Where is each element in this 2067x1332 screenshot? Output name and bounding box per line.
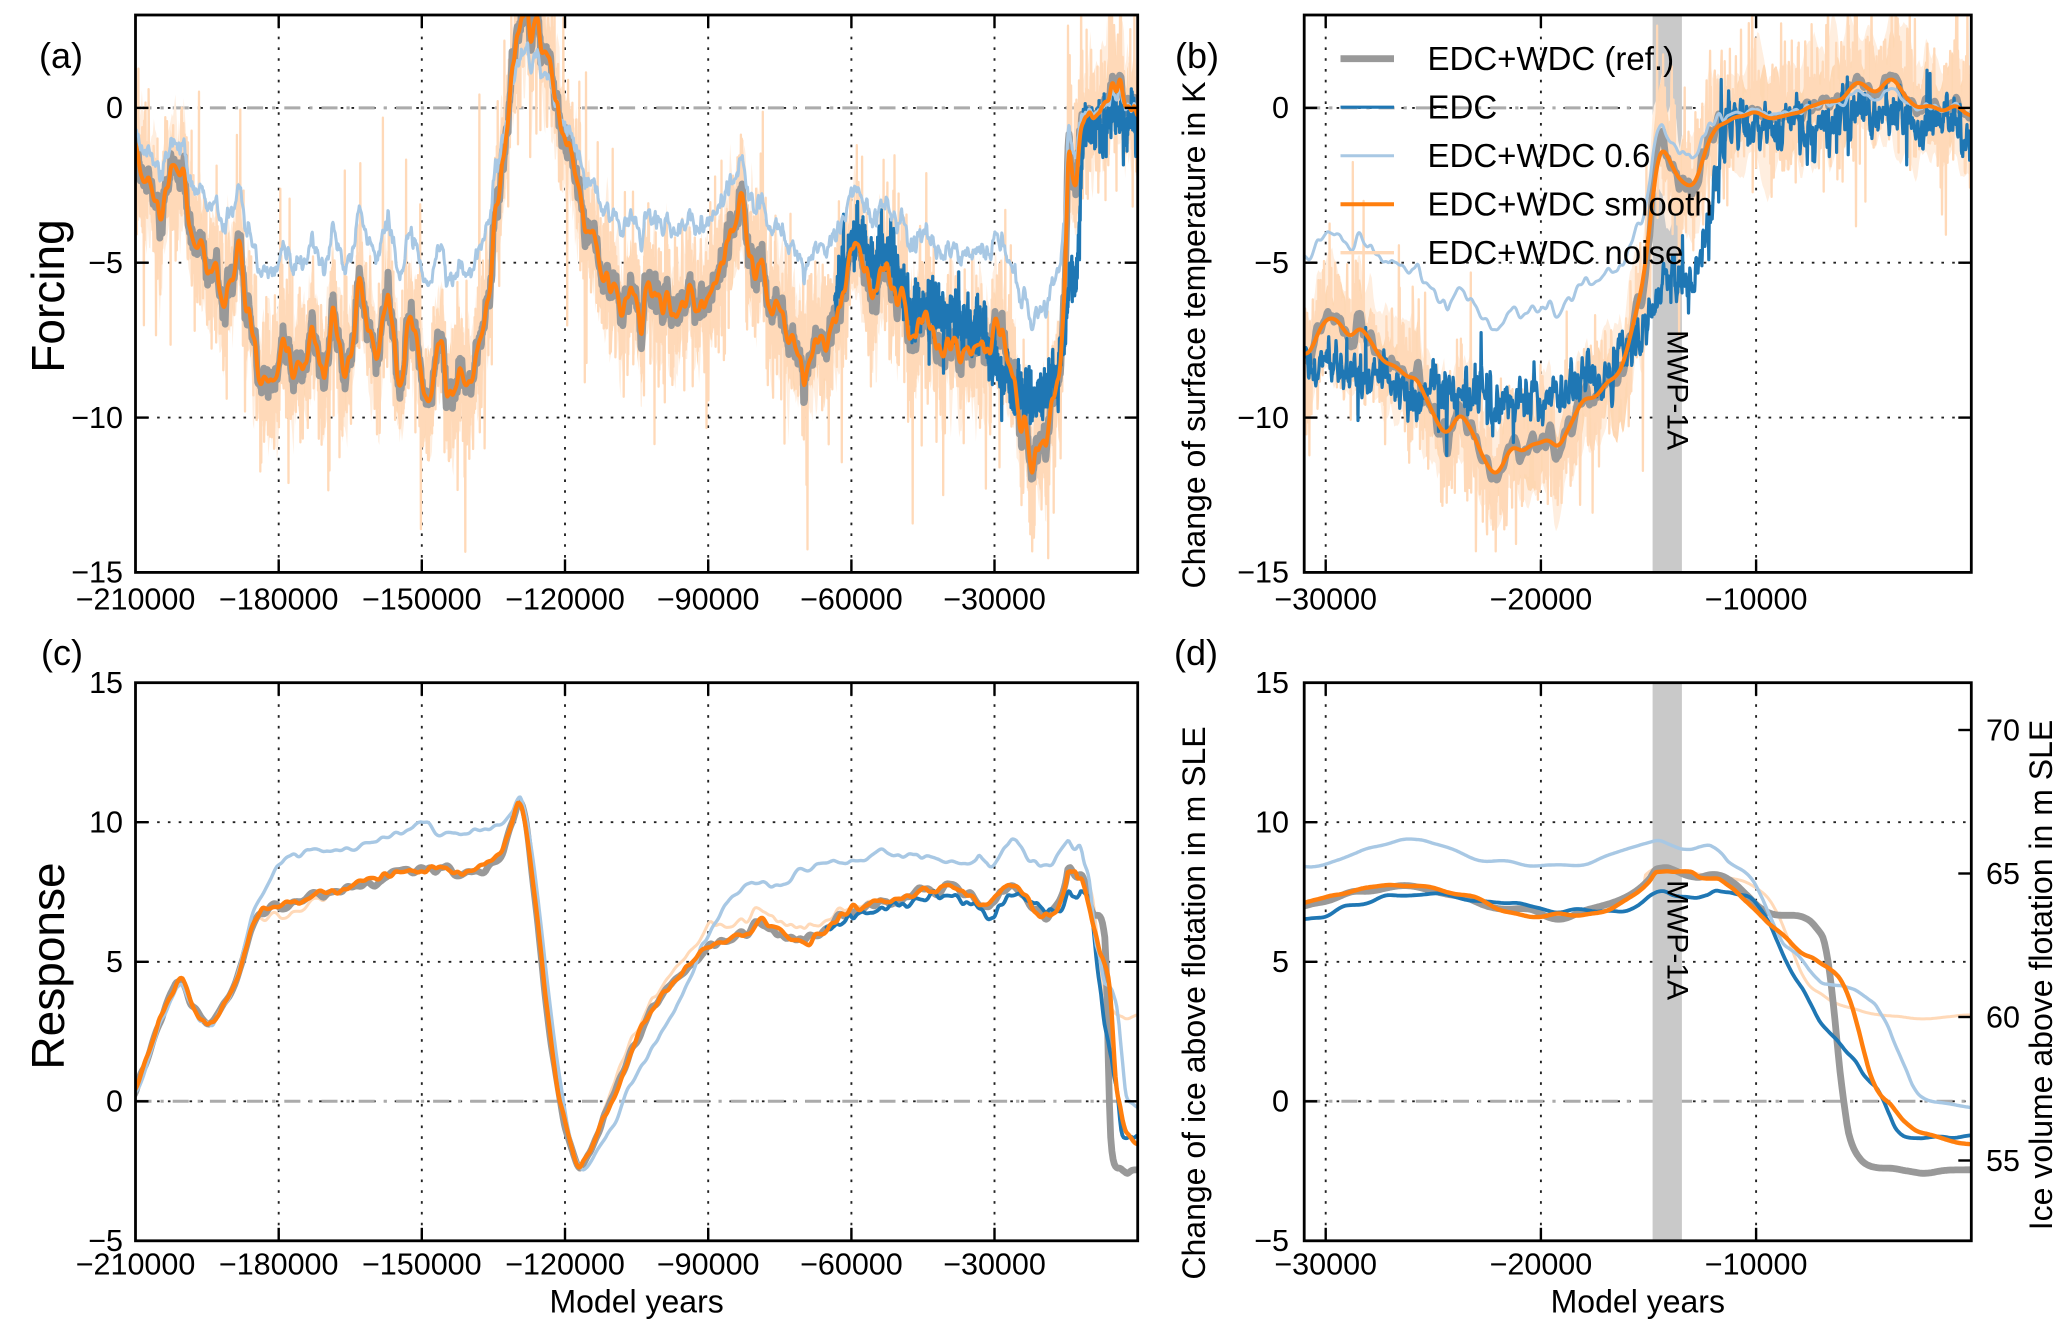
svg-text:0: 0 — [106, 1085, 123, 1119]
svg-text:−30000: −30000 — [943, 1248, 1046, 1282]
svg-text:Model years: Model years — [549, 1284, 723, 1320]
svg-text:−30000: −30000 — [1274, 583, 1377, 617]
svg-text:−20000: −20000 — [1490, 1248, 1593, 1282]
svg-text:−5: −5 — [88, 246, 123, 280]
svg-text:15: 15 — [1255, 666, 1289, 700]
svg-text:10: 10 — [89, 806, 123, 840]
svg-text:0: 0 — [1272, 91, 1289, 125]
svg-text:−90000: −90000 — [657, 583, 760, 617]
svg-text:−20000: −20000 — [1490, 583, 1593, 617]
svg-text:Response: Response — [22, 862, 74, 1069]
svg-text:Forcing: Forcing — [22, 219, 74, 372]
svg-text:−5: −5 — [1254, 1224, 1289, 1258]
svg-text:−180000: −180000 — [219, 583, 339, 617]
svg-text:EDC+WDC noise: EDC+WDC noise — [1428, 234, 1684, 271]
svg-text:10: 10 — [1255, 806, 1289, 840]
svg-text:−15: −15 — [1237, 556, 1289, 590]
svg-text:70: 70 — [1986, 713, 2020, 747]
svg-text:Ice volume above flotation in: Ice volume above flotation in m SLE — [2023, 720, 2059, 1231]
svg-text:−60000: −60000 — [800, 583, 903, 617]
svg-text:−90000: −90000 — [657, 1248, 760, 1282]
svg-text:EDC: EDC — [1428, 89, 1498, 126]
svg-text:Change of ice above flotation: Change of ice above flotation in m SLE — [1176, 726, 1212, 1279]
svg-text:15: 15 — [89, 666, 123, 700]
svg-text:MWP-1A: MWP-1A — [1660, 880, 1693, 1000]
svg-text:Model years: Model years — [1551, 1284, 1725, 1320]
svg-text:(d): (d) — [1174, 632, 1218, 673]
svg-text:−15: −15 — [71, 556, 123, 590]
svg-text:0: 0 — [1272, 1085, 1289, 1119]
svg-text:−150000: −150000 — [362, 1248, 482, 1282]
svg-text:−10: −10 — [71, 401, 123, 435]
svg-text:MWP-1A: MWP-1A — [1660, 330, 1693, 450]
svg-text:−30000: −30000 — [943, 583, 1046, 617]
svg-text:−60000: −60000 — [800, 1248, 903, 1282]
svg-text:−10000: −10000 — [1705, 583, 1808, 617]
svg-text:55: 55 — [1986, 1144, 2020, 1178]
svg-text:EDC+WDC 0.6: EDC+WDC 0.6 — [1428, 137, 1651, 174]
svg-text:−5: −5 — [88, 1224, 123, 1258]
svg-text:−180000: −180000 — [219, 1248, 339, 1282]
svg-text:−30000: −30000 — [1274, 1248, 1377, 1282]
svg-text:60: 60 — [1986, 1000, 2020, 1034]
svg-text:EDC+WDC smooth: EDC+WDC smooth — [1428, 186, 1713, 223]
svg-text:−120000: −120000 — [505, 583, 625, 617]
svg-text:5: 5 — [1272, 945, 1289, 979]
svg-text:EDC+WDC (ref.): EDC+WDC (ref.) — [1428, 40, 1675, 77]
svg-text:−10000: −10000 — [1705, 1248, 1808, 1282]
svg-text:−10: −10 — [1237, 401, 1289, 435]
svg-text:(a): (a) — [39, 35, 83, 76]
svg-text:65: 65 — [1986, 857, 2020, 891]
svg-text:(b): (b) — [1175, 35, 1219, 76]
svg-text:(c): (c) — [41, 632, 83, 673]
svg-text:Change of surface temperature: Change of surface temperature in K — [1176, 82, 1212, 589]
svg-text:−120000: −120000 — [505, 1248, 625, 1282]
svg-text:−210000: −210000 — [76, 583, 196, 617]
svg-text:0: 0 — [106, 91, 123, 125]
svg-text:−5: −5 — [1254, 246, 1289, 280]
svg-text:−150000: −150000 — [362, 583, 482, 617]
svg-text:−210000: −210000 — [76, 1248, 196, 1282]
svg-text:5: 5 — [106, 945, 123, 979]
